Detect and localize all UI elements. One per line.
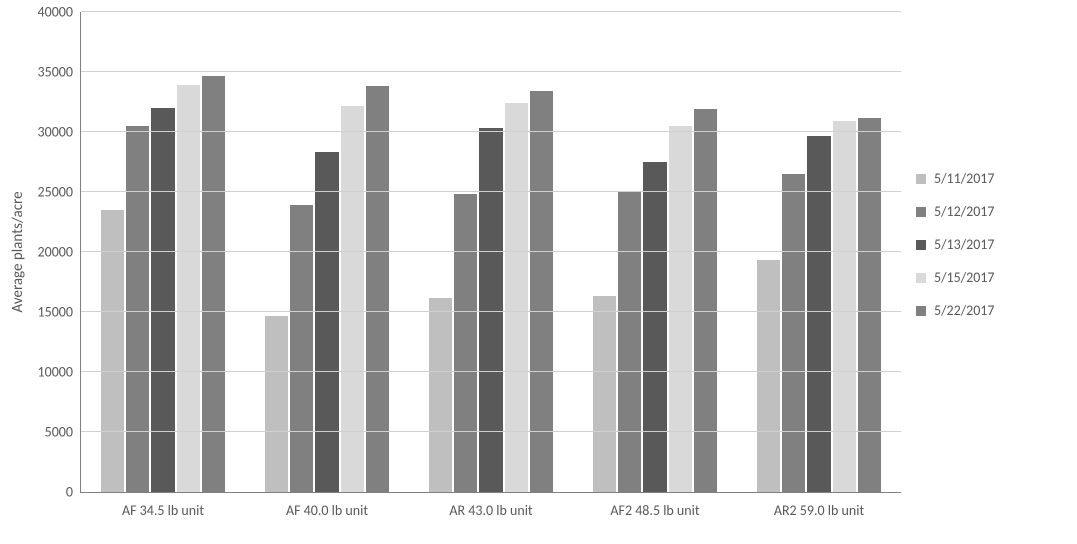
bar xyxy=(290,205,313,492)
y-tick-label: 30000 xyxy=(38,124,81,141)
bar-group: AF2 48.5 lb unit xyxy=(573,12,737,492)
y-tick-label: 40000 xyxy=(38,4,81,21)
y-tick-label: 15000 xyxy=(38,304,81,321)
bar-cluster xyxy=(593,12,718,492)
grid-line xyxy=(81,371,901,372)
plants-per-acre-chart: Average plants/acre AF 34.5 lb unitAF 40… xyxy=(0,0,1077,544)
grid-line xyxy=(81,251,901,252)
bar xyxy=(807,136,830,492)
bar-group: AF 34.5 lb unit xyxy=(81,12,245,492)
bar xyxy=(593,296,616,492)
legend-item: 5/22/2017 xyxy=(916,302,994,319)
bar-cluster xyxy=(429,12,554,492)
bar-cluster xyxy=(757,12,882,492)
bar xyxy=(315,152,338,492)
legend-label: 5/15/2017 xyxy=(934,269,994,286)
bar xyxy=(618,192,641,492)
legend-label: 5/12/2017 xyxy=(934,203,994,220)
bar xyxy=(505,103,528,492)
x-tick-label: AR2 59.0 lb unit xyxy=(737,492,901,519)
plot-area: AF 34.5 lb unitAF 40.0 lb unitAR 43.0 lb… xyxy=(80,12,901,493)
bar xyxy=(341,106,364,492)
legend-item: 5/12/2017 xyxy=(916,203,994,220)
legend-label: 5/11/2017 xyxy=(934,170,994,187)
legend-item: 5/11/2017 xyxy=(916,170,994,187)
bar-group: AR 43.0 lb unit xyxy=(409,12,573,492)
bar xyxy=(101,210,124,492)
x-tick-label: AF 40.0 lb unit xyxy=(245,492,409,519)
grid-line xyxy=(81,311,901,312)
y-tick-label: 5000 xyxy=(45,424,81,441)
y-tick-label: 20000 xyxy=(38,244,81,261)
bar xyxy=(126,126,149,492)
y-tick-label: 10000 xyxy=(38,364,81,381)
bar xyxy=(643,162,666,492)
bar xyxy=(858,118,881,492)
bar-cluster xyxy=(265,12,390,492)
bar xyxy=(454,194,477,492)
bar xyxy=(757,260,780,492)
legend-label: 5/22/2017 xyxy=(934,302,994,319)
grid-line xyxy=(81,71,901,72)
x-tick-label: AF 34.5 lb unit xyxy=(81,492,245,519)
bar xyxy=(202,76,225,492)
grid-line xyxy=(81,431,901,432)
grid-line xyxy=(81,11,901,12)
y-axis-title: Average plants/acre xyxy=(9,191,27,312)
grid-line xyxy=(81,191,901,192)
bar xyxy=(669,126,692,492)
bar xyxy=(833,121,856,492)
legend-item: 5/13/2017 xyxy=(916,236,994,253)
grid-line xyxy=(81,131,901,132)
legend-swatch xyxy=(916,240,926,250)
legend: 5/11/2017 5/12/2017 5/13/2017 5/15/2017 5/22… xyxy=(916,170,994,335)
legend-swatch xyxy=(916,174,926,184)
legend-item: 5/15/2017 xyxy=(916,269,994,286)
bar-group: AR2 59.0 lb unit xyxy=(737,12,901,492)
bar xyxy=(265,316,288,492)
legend-swatch xyxy=(916,306,926,316)
x-tick-label: AF2 48.5 lb unit xyxy=(573,492,737,519)
y-tick-label: 0 xyxy=(66,484,81,501)
legend-label: 5/13/2017 xyxy=(934,236,994,253)
bar xyxy=(429,298,452,492)
legend-swatch xyxy=(916,207,926,217)
x-tick-label: AR 43.0 lb unit xyxy=(409,492,573,519)
bar-group: AF 40.0 lb unit xyxy=(245,12,409,492)
legend-swatch xyxy=(916,273,926,283)
bar xyxy=(782,174,805,492)
bar-cluster xyxy=(101,12,226,492)
bar xyxy=(694,109,717,492)
bar-groups: AF 34.5 lb unitAF 40.0 lb unitAR 43.0 lb… xyxy=(81,12,901,492)
bar xyxy=(151,108,174,492)
y-tick-label: 25000 xyxy=(38,184,81,201)
y-tick-label: 35000 xyxy=(38,64,81,81)
